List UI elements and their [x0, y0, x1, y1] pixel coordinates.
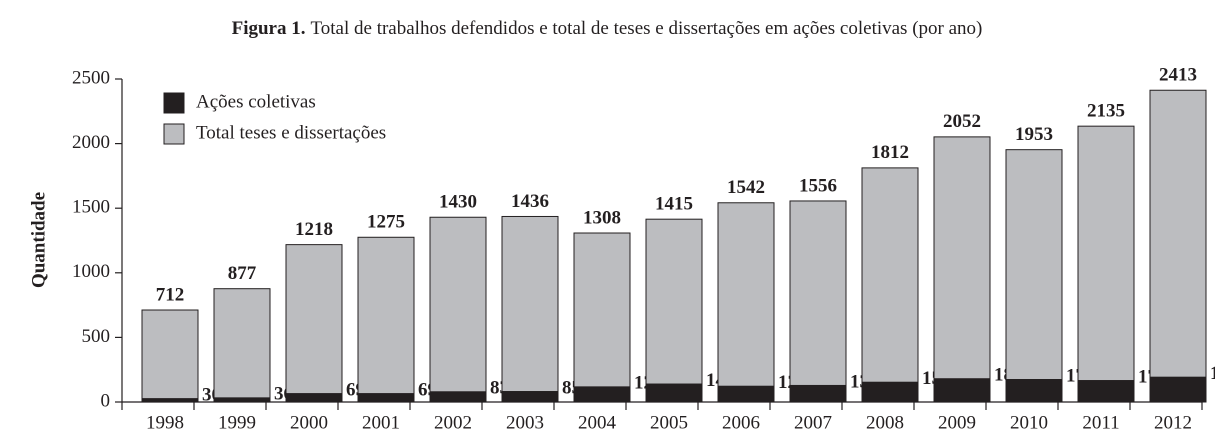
- bar: [1005, 149, 1063, 403]
- legend-swatch: [163, 123, 185, 145]
- x-tick-label: 1998: [146, 412, 184, 433]
- bar: [1149, 89, 1207, 403]
- bar: [861, 167, 919, 403]
- value-label: 1218: [295, 219, 333, 240]
- bar: [1006, 379, 1062, 402]
- bar: [934, 378, 990, 402]
- y-axis-label: Quantidade: [28, 192, 49, 288]
- x-tick-label: 1999: [218, 412, 256, 433]
- value-label: 1308: [583, 207, 621, 228]
- bar: [789, 200, 847, 403]
- value-label: 1556: [799, 175, 837, 196]
- bar: [718, 385, 774, 402]
- value-label: 1436: [511, 191, 549, 212]
- y-tick-label: 2000: [72, 132, 110, 153]
- x-tick-label: 2006: [722, 412, 760, 433]
- bar: [286, 393, 342, 402]
- bar: [933, 136, 991, 403]
- bar: [574, 386, 630, 402]
- x-tick-label: 2005: [650, 412, 688, 433]
- bar: [646, 383, 702, 402]
- title-label: Figura 1.: [232, 18, 306, 39]
- bar: [862, 381, 918, 402]
- y-tick-label: 2500: [72, 67, 110, 88]
- bar: [573, 232, 631, 403]
- x-tick-label: 2008: [866, 412, 904, 433]
- bar: [501, 215, 559, 403]
- title-text: Total de trabalhos defendidos e total de…: [311, 18, 983, 39]
- bar: [1150, 376, 1206, 402]
- bar: [1078, 380, 1134, 402]
- bar: [141, 309, 199, 403]
- value-label: 1953: [1015, 124, 1053, 145]
- value-label: 2413: [1159, 65, 1197, 86]
- x-tick-label: 2001: [362, 412, 400, 433]
- y-tick-label: 1000: [72, 261, 110, 282]
- legend-swatch: [163, 92, 185, 114]
- legend-label: Total teses e dissertações: [196, 122, 386, 143]
- value-label: 1275: [367, 212, 405, 233]
- x-tick-label: 2000: [290, 412, 328, 433]
- x-tick-label: 2003: [506, 412, 544, 433]
- value-label: 2135: [1087, 101, 1125, 122]
- bar: [790, 384, 846, 402]
- bar: [142, 398, 198, 402]
- value-label: 877: [228, 263, 257, 284]
- bar: [1077, 125, 1135, 403]
- legend-label: Ações coletivas: [196, 91, 316, 112]
- bar: [430, 391, 486, 402]
- bar: [717, 202, 775, 403]
- bar: [214, 397, 270, 402]
- bar: [429, 216, 487, 403]
- bar: [357, 236, 415, 403]
- x-tick-label: 2012: [1154, 412, 1192, 433]
- x-tick-label: 2011: [1082, 412, 1119, 433]
- bar: [213, 288, 271, 403]
- value-label: 1542: [727, 177, 765, 198]
- x-tick-label: 2010: [1010, 412, 1048, 433]
- y-tick-label: 500: [82, 326, 111, 347]
- bar: [502, 391, 558, 402]
- bar: [285, 244, 343, 403]
- chart-title: Figura 1. Total de trabalhos defendidos e…: [232, 18, 983, 39]
- y-tick-label: 0: [101, 390, 111, 411]
- value-label: 1430: [439, 192, 477, 213]
- value-label: 712: [156, 284, 185, 305]
- bar: [645, 218, 703, 403]
- value-label: 196: [1210, 363, 1215, 384]
- x-tick-label: 2009: [938, 412, 976, 433]
- x-tick-label: 2004: [578, 412, 617, 433]
- value-label: 1415: [655, 194, 693, 215]
- y-tick-label: 1500: [72, 197, 110, 218]
- x-tick-label: 2002: [434, 412, 472, 433]
- x-tick-label: 2007: [794, 412, 832, 433]
- value-label: 2052: [943, 111, 981, 132]
- value-label: 1812: [871, 142, 909, 163]
- bar: [358, 393, 414, 402]
